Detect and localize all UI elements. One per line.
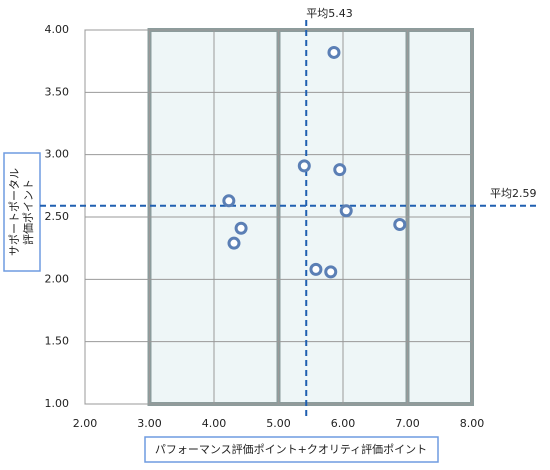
x-tick-label: 7.00 [395, 417, 420, 430]
y-tick-label: 4.00 [45, 23, 70, 36]
point [333, 163, 347, 177]
x-tick-label: 3.00 [137, 417, 162, 430]
y-tick-label: 3.50 [45, 85, 70, 98]
y-axis-label: サポートポータル [8, 168, 21, 256]
x-tick-label: 8.00 [460, 417, 485, 430]
x-tick-label: 4.00 [202, 417, 227, 430]
point [324, 265, 338, 279]
point [227, 236, 241, 250]
x-axis-label: パフォーマンス評価ポイント+クオリティ評価ポイント [155, 442, 427, 456]
point [222, 194, 236, 208]
y-tick-label: 1.00 [45, 397, 70, 410]
point [393, 217, 407, 231]
point [234, 221, 248, 235]
point [309, 262, 323, 276]
average-label: 平均2.59 [490, 187, 537, 200]
x-tick-label: 6.00 [331, 417, 356, 430]
y-label-box [3, 152, 41, 272]
y-axis-label: 評価ポイント [21, 179, 35, 245]
average-label: 平均5.43 [306, 7, 353, 20]
x-label-box [144, 436, 439, 463]
point [339, 204, 353, 218]
point [327, 45, 341, 59]
y-tick-label: 3.00 [45, 148, 70, 161]
x-tick-label: 2.00 [73, 417, 98, 430]
y-tick-label: 2.50 [45, 210, 70, 223]
x-tick-label: 5.00 [266, 417, 291, 430]
y-tick-label: 1.50 [45, 335, 70, 348]
point [297, 159, 311, 173]
y-tick-label: 2.00 [45, 272, 70, 285]
